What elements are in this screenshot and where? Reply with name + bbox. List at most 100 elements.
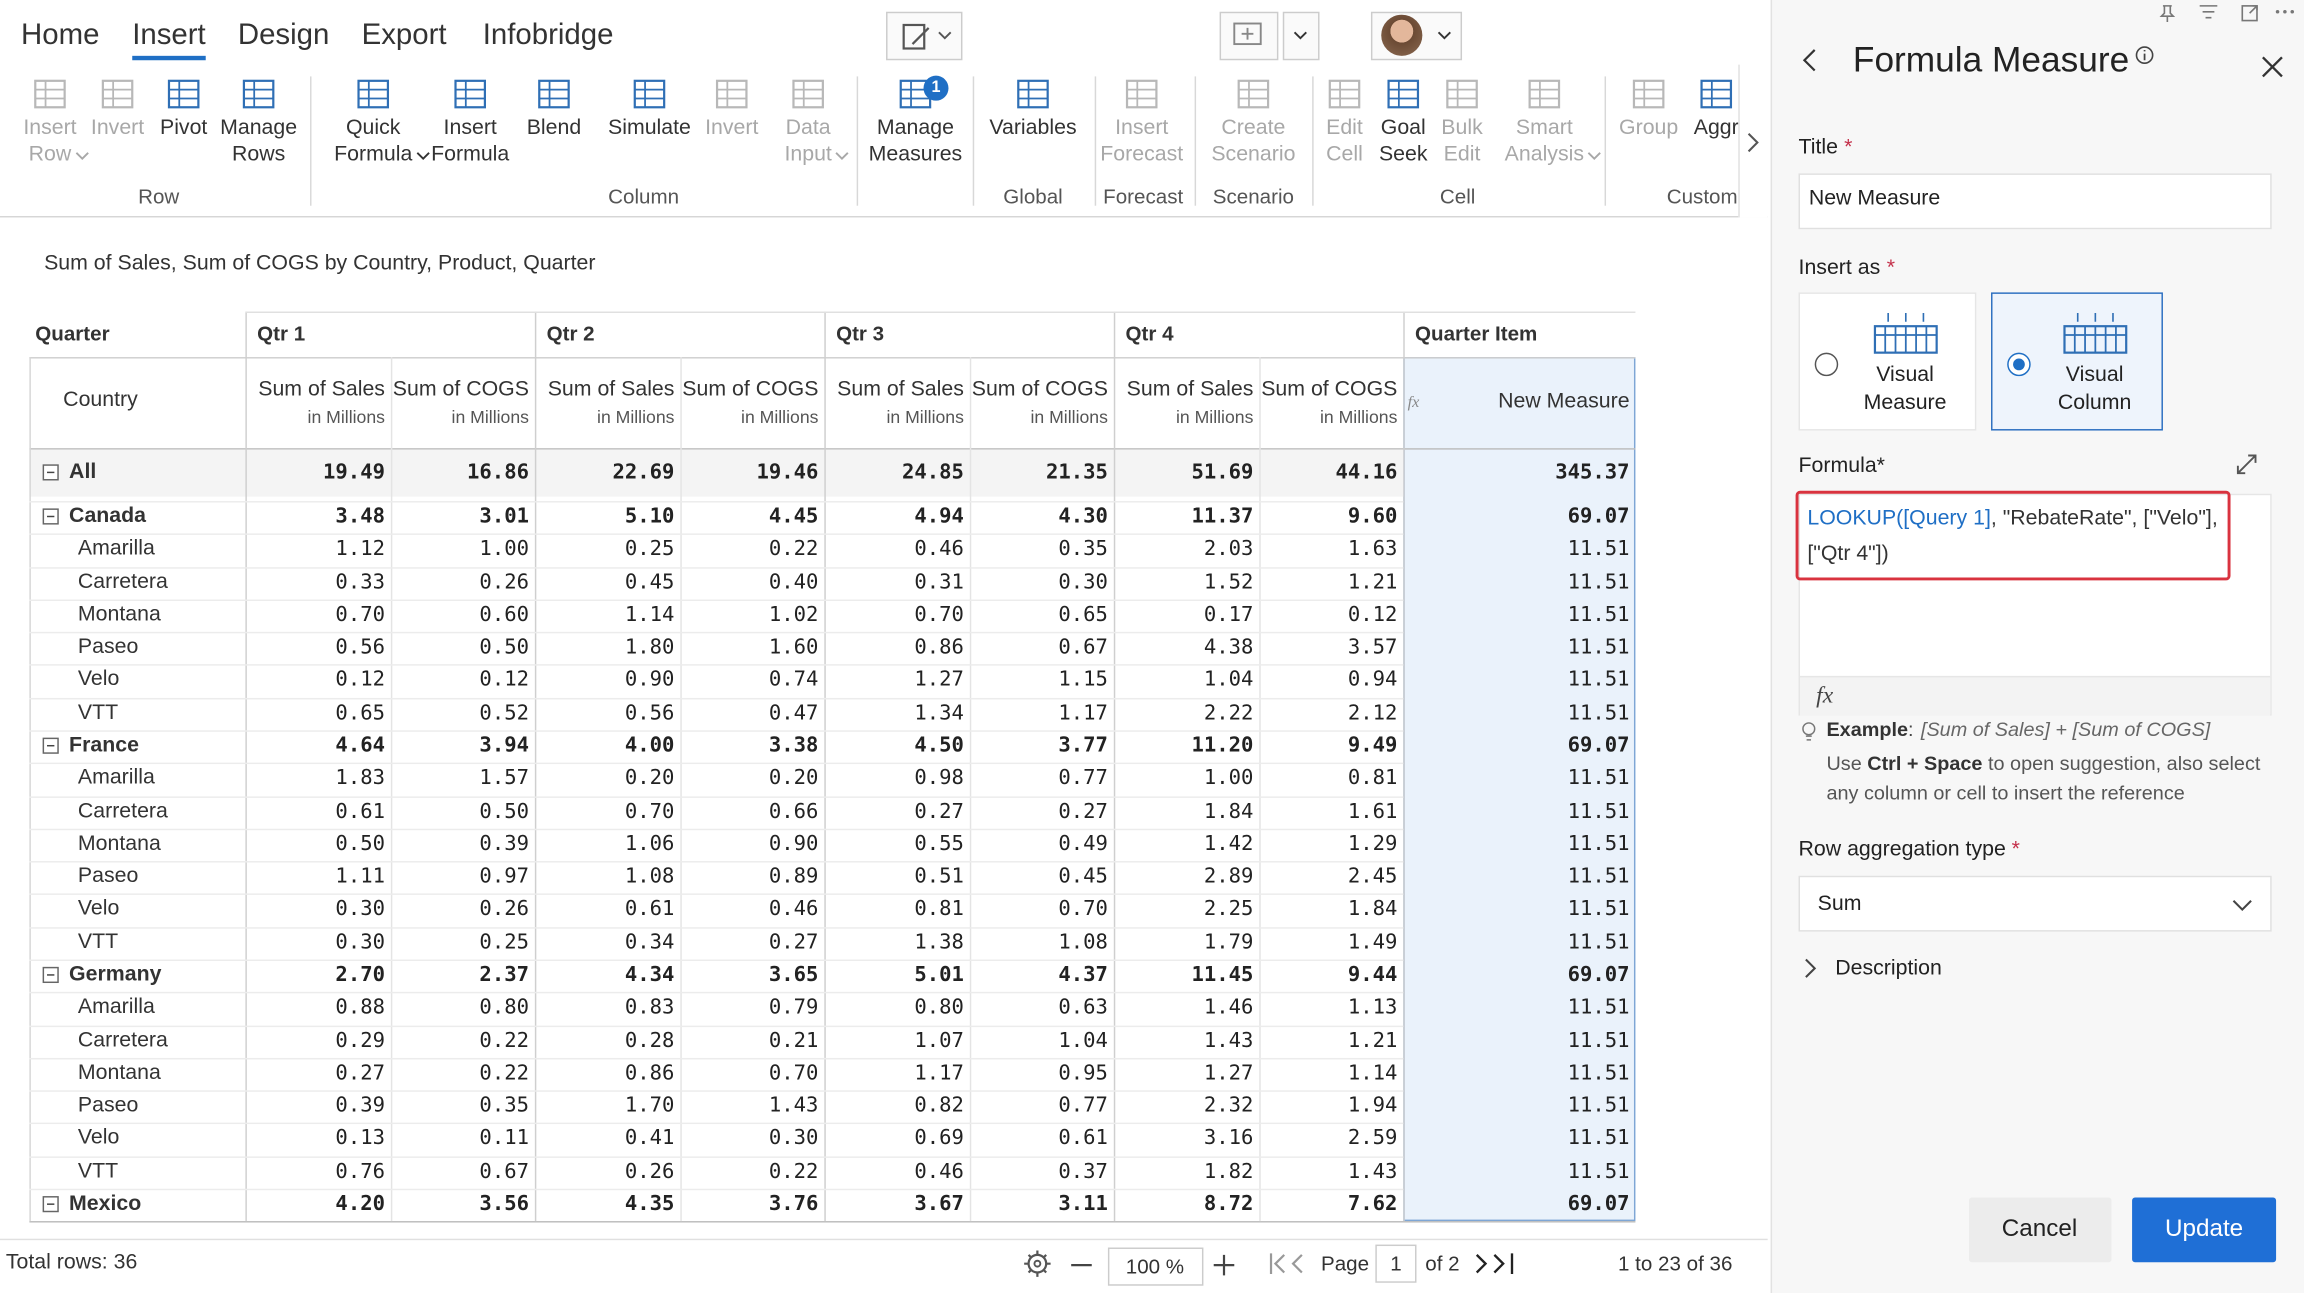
example-label: Example: [1826, 718, 1909, 741]
cell-value: 1.04: [1058, 1028, 1108, 1053]
page-box[interactable]: [1375, 1244, 1417, 1283]
ribbon-tab[interactable]: Home: [21, 19, 100, 52]
ribbon-button-label[interactable]: Blend: [526, 116, 582, 141]
cell-value: 0.50: [479, 635, 529, 660]
toolbar-button[interactable]: [1219, 11, 1279, 61]
hint-text: Use Ctrl + Space to open suggestion, als…: [1826, 749, 2290, 808]
ribbon-button-label[interactable]: Measures: [868, 142, 963, 167]
row-range: 1 to 23 of 36: [1618, 1251, 1733, 1275]
ribbon-tab[interactable]: Design: [237, 19, 330, 52]
ribbon-separator: [972, 76, 975, 206]
toolbar-button[interactable]: [1282, 11, 1320, 61]
row-label[interactable]: Mexico: [69, 1192, 142, 1216]
more-icon: [2275, 9, 2295, 14]
ribbon-group-label: Column: [608, 184, 680, 209]
cell-value: 0.30: [1058, 570, 1108, 594]
cell-value: 0.50: [335, 832, 385, 856]
cell-value: 1.14: [624, 603, 675, 627]
zoom-out-icon: [1071, 1264, 1092, 1267]
ribbon-button-label[interactable]: Quick: [345, 116, 401, 141]
user-avatar: [1381, 14, 1423, 56]
lightbulb-icon: [1802, 722, 1816, 741]
column-separator: [1113, 311, 1116, 1222]
cell-value: 0.45: [624, 570, 675, 594]
cell-value: 11.51: [1567, 537, 1630, 562]
cell-value: 0.30: [335, 897, 385, 922]
ribbon-button-icon: [1125, 79, 1158, 109]
ribbon-button-label[interactable]: Rows: [231, 142, 286, 167]
cell-value: 21.35: [1045, 460, 1108, 485]
ribbon-button-label[interactable]: Simulate: [608, 116, 691, 141]
option-icon: [1873, 312, 1938, 354]
cell-value: 1.52: [1203, 570, 1254, 594]
cell-value: 0.26: [624, 1159, 675, 1184]
row-divider: [29, 501, 1404, 503]
ribbon-button-label[interactable]: Goal: [1380, 116, 1426, 141]
cell-value: 2.12: [1347, 701, 1398, 725]
cell-value: 2.25: [1203, 897, 1254, 922]
chevron-icon: [1293, 31, 1307, 40]
cell-value: 0.35: [1058, 537, 1108, 562]
ribbon-button-label[interactable]: Formula: [431, 142, 510, 167]
ribbon-button-label[interactable]: Pivot: [159, 116, 208, 141]
row-label[interactable]: Germany: [69, 962, 162, 987]
title-input-value: New Measure: [1808, 187, 1941, 211]
description-toggle[interactable]: Description: [1835, 957, 1942, 981]
ribbon-scroll-right[interactable]: [1738, 64, 1768, 218]
ribbon-button-label: Invert: [705, 116, 759, 141]
ribbon-tab[interactable]: Export: [361, 19, 447, 52]
cell-value: 0.30: [768, 1127, 819, 1151]
cell-value: 4.20: [335, 1192, 385, 1217]
ribbon-button-label[interactable]: Variables: [989, 116, 1077, 141]
cell-value: 0.70: [335, 603, 385, 627]
cell-value: 51.69: [1191, 460, 1254, 485]
cell-value: 11.51: [1567, 832, 1630, 856]
row-label[interactable]: All: [69, 460, 97, 484]
table-left-border: [29, 357, 31, 1222]
cell-value: 1.15: [1058, 668, 1108, 693]
ribbon-button-label[interactable]: Aggr: [1693, 116, 1739, 141]
cell-value: 0.51: [914, 865, 964, 889]
title-input[interactable]: [1798, 173, 2272, 230]
cell-value: 1.02: [768, 603, 819, 627]
cell-value: 1.94: [1347, 1094, 1398, 1118]
ribbon-tab[interactable]: Infobridge: [482, 19, 614, 52]
header-top-border: [245, 311, 1636, 313]
aggregation-dropdown[interactable]: [1798, 875, 2272, 932]
cell-value: 16.86: [467, 460, 529, 485]
column-header: Quarter Item: [1415, 321, 1538, 345]
cell-value: 0.47: [768, 701, 819, 725]
ribbon-button-label[interactable]: Seek: [1378, 142, 1428, 167]
cell-value: 0.77: [1058, 1094, 1108, 1118]
ribbon-button-label[interactable]: Manage: [220, 116, 298, 141]
cancel-button[interactable]: [1968, 1197, 2112, 1263]
row-divider: [29, 697, 1404, 699]
update-button[interactable]: [2132, 1197, 2277, 1263]
cell-value: 0.88: [335, 996, 385, 1020]
row-label[interactable]: Canada: [69, 504, 147, 528]
cell-value: 11.51: [1567, 603, 1630, 627]
zoom-box[interactable]: [1107, 1247, 1204, 1286]
collapse-minus: [47, 1203, 55, 1205]
ribbon-tab[interactable]: Insert: [132, 19, 206, 52]
cell-value: 1.46: [1203, 996, 1254, 1020]
example-line: Example: [Sum of Sales] + [Sum of COGS]: [1826, 719, 2210, 741]
cell-value: 2.70: [335, 963, 385, 987]
cell-value: 7.62: [1347, 1192, 1398, 1217]
ribbon-button-label: Create: [1221, 116, 1286, 141]
row-label: VTT: [77, 1159, 119, 1183]
table-row-highlight: [29, 449, 1404, 497]
collapse-minus: [47, 744, 55, 747]
row-label[interactable]: France: [69, 733, 139, 758]
chevron-icon: [1437, 31, 1451, 40]
ribbon-button-label[interactable]: Insert: [443, 116, 497, 141]
ribbon-button-label[interactable]: Manage: [876, 116, 954, 141]
cell-value: 11.51: [1567, 570, 1630, 594]
cell-value: 0.56: [624, 701, 675, 725]
measure-unit: in Millions: [597, 406, 675, 428]
cell-value: 8.72: [1203, 1192, 1254, 1217]
cell-value: 0.12: [335, 668, 385, 693]
ribbon-button-label[interactable]: Formula: [334, 142, 413, 167]
radio-button[interactable]: [1814, 352, 1839, 377]
cell-value: 0.77: [1058, 766, 1108, 791]
